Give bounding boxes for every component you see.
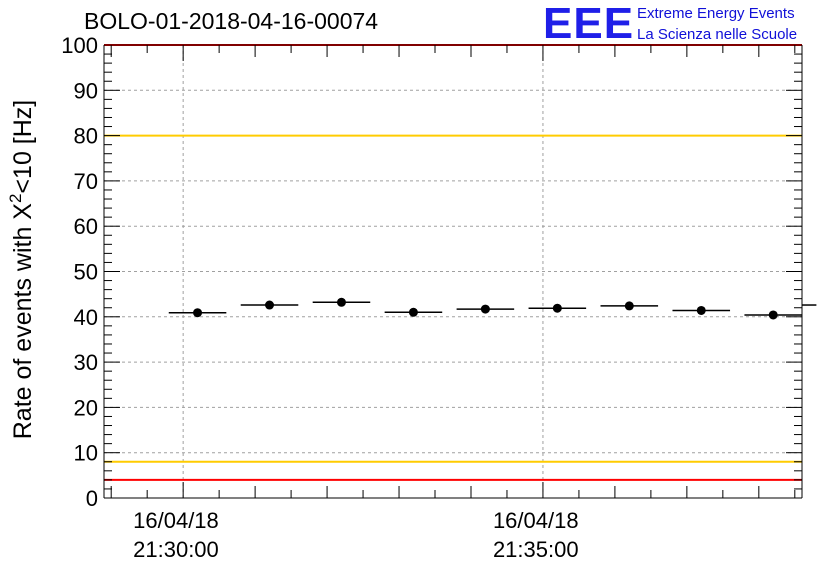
y-tick-label: 100: [61, 33, 98, 58]
chart-title: BOLO-01-2018-04-16-00074: [84, 8, 379, 34]
y-tick-label: 70: [74, 169, 98, 194]
data-point: [336, 297, 346, 307]
data-point: [408, 307, 418, 317]
grid-layer: [104, 45, 802, 498]
data-point: [624, 301, 634, 311]
data-series: [168, 297, 817, 320]
data-point: [265, 300, 275, 310]
logo-line-1: Extreme Energy Events: [637, 5, 795, 22]
logo-mark: EEE: [543, 0, 635, 48]
y-tick-label: 0: [86, 486, 98, 511]
y-tick-label: 40: [74, 305, 98, 330]
tick-labels: 0 10 20 30 40 50 60 70 80 90 100 16/04/18 21:30:00 16…: [6, 33, 579, 562]
reference-lines: [104, 44, 802, 481]
axes: [103, 44, 803, 499]
x-tick-label-date: 16/04/18: [133, 508, 219, 533]
logo-line-2: La Scienza nelle Scuole: [637, 26, 798, 43]
y-tick-label: 60: [74, 214, 98, 239]
x-tick-label-time: 21:35:00: [493, 537, 579, 562]
x-tick-label-time: 21:30:00: [133, 537, 219, 562]
y-tick-label: 50: [74, 260, 98, 285]
y-tick-label: 20: [74, 395, 98, 420]
data-point: [193, 308, 203, 318]
y-tick-label: 90: [74, 78, 98, 103]
y-axis-title: Rate of events with X2<10 [Hz]: [6, 100, 37, 440]
x-tick-label-date: 16/04/18: [493, 508, 579, 533]
data-point: [696, 305, 706, 315]
y-tick-label: 30: [74, 350, 98, 375]
y-tick-label: 80: [74, 124, 98, 149]
y-tick-label: 10: [74, 441, 98, 466]
data-point: [480, 304, 490, 314]
data-point: [768, 310, 778, 320]
data-point: [552, 303, 562, 313]
